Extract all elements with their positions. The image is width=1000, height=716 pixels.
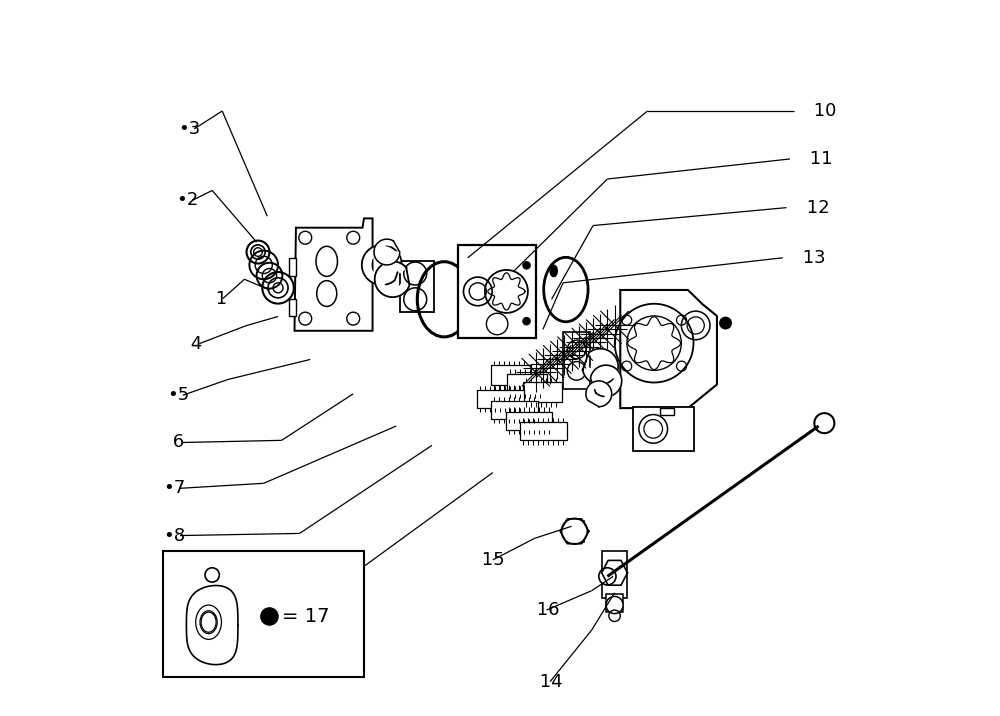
Text: •5: •5	[167, 386, 189, 405]
Polygon shape	[660, 408, 674, 415]
Circle shape	[599, 568, 616, 585]
Text: •8: •8	[163, 526, 186, 545]
Bar	[606, 594, 623, 612]
Bar	[163, 551, 364, 677]
Bar	[566, 521, 584, 542]
Circle shape	[523, 318, 530, 325]
Circle shape	[523, 262, 530, 269]
Bar	[563, 332, 590, 389]
Polygon shape	[374, 239, 400, 265]
Text: 4: 4	[185, 334, 202, 353]
Bar	[491, 365, 531, 385]
Bar	[477, 390, 524, 408]
Text: 11: 11	[804, 150, 833, 168]
Bar	[633, 407, 694, 451]
Polygon shape	[375, 261, 409, 297]
Bar	[491, 401, 538, 419]
Circle shape	[562, 518, 587, 544]
Text: 16: 16	[531, 601, 559, 619]
Bar	[289, 299, 296, 316]
Polygon shape	[586, 381, 612, 407]
Polygon shape	[186, 586, 238, 664]
Text: = 17: = 17	[282, 607, 329, 626]
Text: •9: •9	[163, 571, 186, 589]
Text: •7: •7	[163, 479, 186, 498]
Bar	[506, 412, 552, 430]
Bar	[520, 422, 567, 440]
Text: 6: 6	[167, 433, 184, 452]
Polygon shape	[362, 245, 402, 285]
Polygon shape	[295, 218, 373, 331]
Circle shape	[606, 596, 623, 614]
Circle shape	[261, 608, 278, 625]
Bar	[400, 261, 434, 312]
Text: 13: 13	[797, 248, 826, 267]
Bar	[602, 551, 627, 598]
Circle shape	[814, 413, 834, 433]
Bar	[289, 258, 296, 276]
Bar	[507, 374, 547, 394]
Text: 14: 14	[534, 672, 563, 691]
Text: 15: 15	[476, 551, 505, 569]
Text: 12: 12	[801, 198, 829, 217]
Circle shape	[720, 317, 731, 329]
Polygon shape	[620, 290, 717, 408]
Ellipse shape	[550, 265, 557, 276]
Bar	[523, 382, 562, 402]
Polygon shape	[590, 365, 622, 397]
Text: 1: 1	[210, 289, 227, 308]
Bar	[458, 245, 536, 338]
Text: •2: •2	[176, 191, 199, 210]
Text: 10: 10	[808, 102, 836, 120]
Polygon shape	[583, 349, 618, 384]
Text: •3: •3	[178, 120, 200, 138]
